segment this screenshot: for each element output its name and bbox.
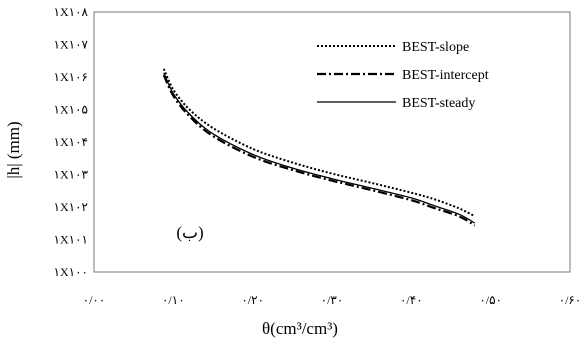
legend-label: BEST-intercept — [402, 68, 489, 83]
panel-label: (ب) — [176, 223, 203, 242]
x-tick-label: ۰/۶۰ — [559, 293, 579, 307]
y-tick-label: ۱X۱۰۵ — [54, 103, 88, 117]
legend-label: BEST-slope — [402, 40, 469, 55]
y-tick-label: ۱X۱۰۰ — [54, 265, 88, 279]
y-tick-label: ۱X۱۰۴ — [54, 135, 88, 149]
x-tick-label: ۰/۳۰ — [321, 293, 344, 307]
y-tick-labels: ۱X۱۰۰ ۱X۱۰۱ ۱X۱۰۲ ۱X۱۰۳ ۱X۱۰۴ ۱X۱۰۵ ۱X۱۰۶ ۱X۱۰۷… — [54, 5, 89, 279]
series-line-best-intercept — [162, 74, 476, 227]
legend: BEST-slope BEST-intercept BEST-steady — [317, 40, 489, 111]
x-tick-label: ۰/۵۰ — [479, 293, 502, 307]
legend-label: BEST-steady — [402, 96, 475, 111]
plot-frame — [93, 11, 571, 273]
series-line-best-slope — [162, 68, 476, 218]
x-tick-label: ۰/۴۰ — [400, 293, 423, 307]
y-axis-title: |h| (mm) — [4, 121, 23, 178]
y-tick-label: ۱X۱۰۲ — [54, 200, 88, 214]
y-tick-label: ۱X۱۰۷ — [54, 38, 89, 52]
x-tick-label: ۰/۲۰ — [241, 293, 264, 307]
series-lines — [162, 68, 476, 227]
y-tick-label: ۱X۱۰۶ — [54, 70, 88, 84]
series-line-best-steady — [163, 72, 476, 224]
y-tick-label: ۱X۱۰۳ — [54, 168, 89, 182]
x-tick-label: ۰/۰۰ — [83, 293, 106, 307]
y-tick-label: ۱X۱۰۱ — [54, 233, 88, 247]
x-tick-label: ۰/۱۰ — [162, 293, 185, 307]
y-tick-label: ۱X۱۰۸ — [54, 5, 89, 19]
x-axis-title: θ(cm³/cm³) — [262, 319, 338, 338]
x-tick-labels: ۰/۰۰ ۰/۱۰ ۰/۲۰ ۰/۳۰ ۰/۴۰ ۰/۵۰ ۰/۶۰ — [83, 293, 579, 307]
